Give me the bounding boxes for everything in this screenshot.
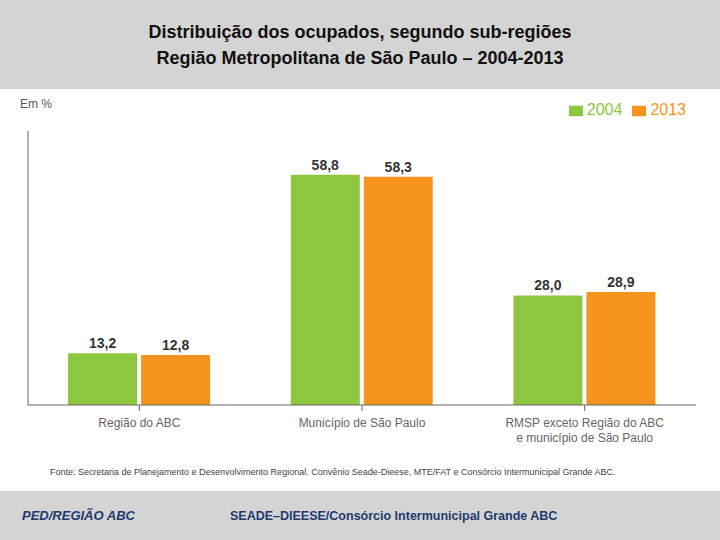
svg-text:13,2: 13,2 xyxy=(89,335,116,351)
svg-text:28,0: 28,0 xyxy=(534,277,561,293)
html-text:Fonte: Secretaria de Planejame: Fonte: Secretaria de Planejamento e Dese… xyxy=(50,467,616,477)
svg-text:Município de São Paulo: Município de São Paulo xyxy=(299,416,426,430)
html-text:PED/REGIÃO ABC: PED/REGIÃO ABC xyxy=(22,508,135,523)
svg-text:28,9: 28,9 xyxy=(607,274,634,290)
svg-text:RMSP exceto Região do ABCe mun: RMSP exceto Região do ABCe município de … xyxy=(505,416,664,445)
html-text:Região Metropolitana de São Pa: Região Metropolitana de São Paulo – 2004… xyxy=(156,47,564,68)
html-text:SEADE–DIEESE/Consórcio Intermu: SEADE–DIEESE/Consórcio Intermunicipal Gr… xyxy=(230,508,558,523)
svg-text:58,8: 58,8 xyxy=(312,157,339,173)
html-text:Distribuição dos ocupados, seg: Distribuição dos ocupados, segundo sub-r… xyxy=(148,21,572,42)
html-text:2013: 2013 xyxy=(650,101,686,118)
html-text:2004: 2004 xyxy=(586,101,623,118)
svg-text:12,8: 12,8 xyxy=(162,337,189,353)
svg-text:58,3: 58,3 xyxy=(385,159,412,175)
html-text:Em %: Em % xyxy=(20,97,52,111)
svg-text:Região do ABC: Região do ABC xyxy=(98,416,180,430)
